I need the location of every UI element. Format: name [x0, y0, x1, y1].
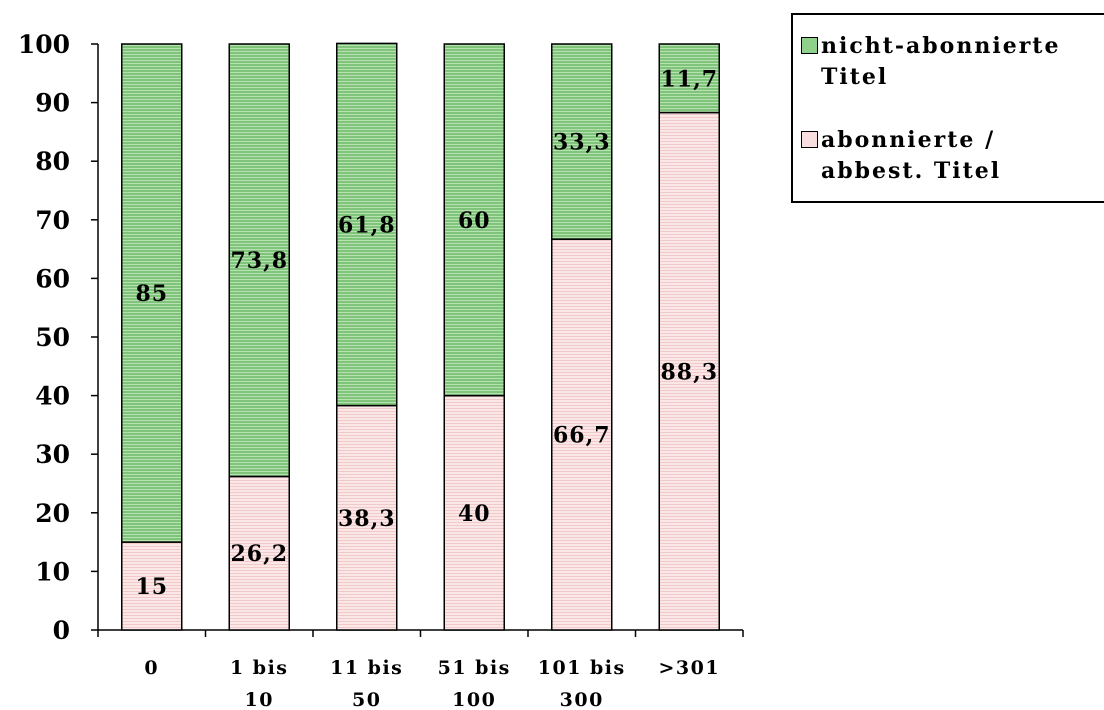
- data-label: 15: [135, 574, 168, 600]
- bar-segment-nicht-abonnierte: [228, 43, 290, 478]
- data-label: 40: [458, 501, 491, 527]
- x-tick-label: 0: [144, 657, 159, 679]
- data-labels: 15 85 26,2 73,8 38,3 61,8 40 60 66,7 33,3 88,3 11,7: [135, 66, 718, 600]
- bar-segment-abonnierte: [121, 541, 183, 631]
- x-tick-label: 101 bis: [538, 657, 626, 679]
- bars: [121, 42, 720, 631]
- y-tick-label: 10: [35, 557, 70, 586]
- bar-segment-nicht-abonnierte: [121, 43, 183, 543]
- data-label: 61,8: [338, 212, 396, 238]
- x-tick-label: 300: [560, 689, 604, 710]
- x-tick-label: 1 bis: [230, 657, 289, 679]
- y-tick-label: 0: [53, 616, 70, 645]
- legend-swatch-green: [801, 37, 818, 54]
- data-label: 60: [458, 208, 491, 234]
- legend-label-abonnierte: abonnierte / abbest. Titel: [821, 127, 1002, 184]
- bar-segment-nicht-abonnierte: [551, 43, 613, 240]
- x-tick-label: 100: [452, 689, 496, 710]
- bar-segment-abonnierte: [658, 111, 720, 631]
- legend-item-abonnierte: abonnierte / abbest. Titel: [801, 125, 1104, 187]
- bar-segment-nicht-abonnierte: [658, 43, 720, 114]
- y-tick-label: 30: [35, 440, 70, 469]
- data-label: 11,7: [660, 66, 718, 92]
- y-tick-label: 80: [35, 147, 70, 176]
- legend-swatch-pink: [801, 131, 818, 148]
- data-label: 88,3: [660, 359, 718, 385]
- y-tick-label: 60: [35, 264, 70, 293]
- bar-segment-abonnierte: [228, 475, 290, 631]
- bar-segment-nicht-abonnierte: [443, 43, 505, 397]
- legend-label-nicht-abonnierte: nicht-abonnierte Titel: [821, 33, 1061, 90]
- y-tick-label: 90: [35, 89, 70, 118]
- bar-segment-abonnierte: [443, 394, 505, 631]
- y-tick-label: 20: [35, 499, 70, 528]
- x-tick-label: 51 bis: [438, 657, 511, 679]
- data-label: 26,2: [230, 541, 288, 567]
- legend: nicht-abonnierte Titel abonnierte / abbe…: [791, 13, 1104, 203]
- y-tick-label: 100: [18, 30, 70, 59]
- y-tick-label: 50: [35, 323, 70, 352]
- data-label: 66,7: [553, 423, 611, 449]
- x-tick-label: >301: [658, 657, 720, 679]
- data-label: 85: [135, 281, 168, 307]
- data-label: 33,3: [553, 130, 611, 156]
- y-tick-label: 70: [35, 206, 70, 235]
- legend-item-nicht-abonnierte: nicht-abonnierte Titel: [801, 31, 1104, 93]
- axes: 0 10 20 30 40 50 60 70 80 90 100 0 1 bis 10 11 bis 50 51…: [18, 30, 744, 710]
- bar-segment-abonnierte: [551, 238, 613, 631]
- bar-segment-abonnierte: [336, 404, 398, 631]
- bar-segment-nicht-abonnierte: [336, 42, 398, 407]
- data-label: 73,8: [230, 248, 288, 274]
- x-tick-label: 11 bis: [330, 657, 403, 679]
- data-label: 38,3: [338, 506, 396, 532]
- x-tick-label: 10: [245, 689, 274, 710]
- y-tick-label: 40: [35, 382, 70, 411]
- x-tick-label: 50: [352, 689, 381, 710]
